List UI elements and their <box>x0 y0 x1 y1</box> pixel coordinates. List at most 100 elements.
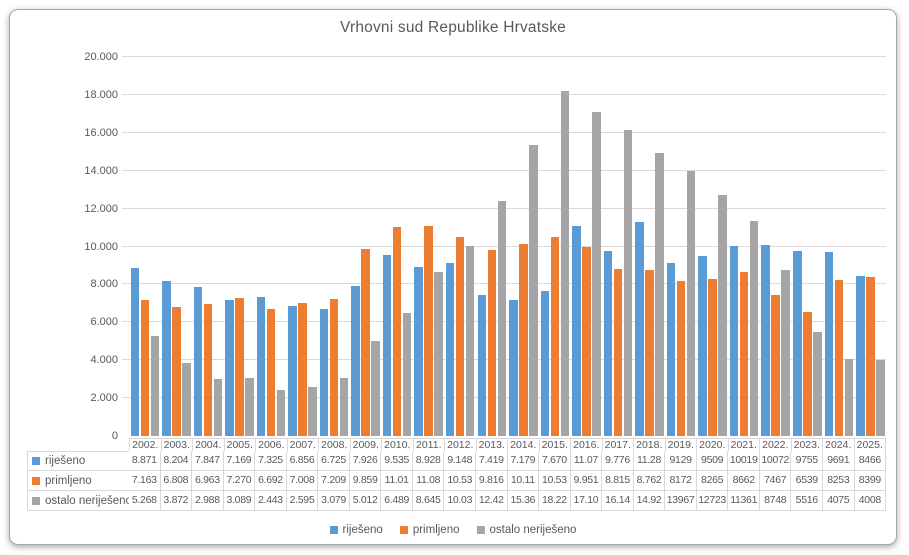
year-header-cell: 2006. <box>256 438 288 451</box>
gridline <box>122 169 886 171</box>
y-tick-label: 16.000 <box>84 126 118 139</box>
value-cell: 9691 <box>823 451 855 471</box>
value-cell: 8748 <box>759 491 792 511</box>
value-cell: 8466 <box>854 451 887 471</box>
year-header-cell: 2009. <box>350 438 382 451</box>
year-header-cell: 2005. <box>224 438 256 451</box>
value-cell: 8253 <box>823 471 855 491</box>
bar <box>351 285 360 436</box>
bar <box>245 377 254 436</box>
bar-group-2017 <box>602 57 634 436</box>
bar-group-2008 <box>318 57 350 436</box>
bar-group-2013 <box>476 57 508 436</box>
gridline <box>122 56 886 57</box>
value-cell: 10072 <box>759 451 792 471</box>
bar <box>718 194 727 436</box>
bar <box>477 295 487 436</box>
bar-group-2009 <box>350 57 382 436</box>
legend-label: primljeno <box>412 524 460 536</box>
year-header-cell: 2023. <box>791 438 823 451</box>
value-cell: 10.53 <box>539 471 571 491</box>
year-header-cell: 2008. <box>319 438 351 451</box>
bar <box>666 263 676 436</box>
bar-group-2015 <box>539 57 571 436</box>
year-header-cell: 2014. <box>508 438 540 451</box>
chart-frame: Vrhovni sud Republike Hrvatske 0 2.000 4.0… <box>9 9 897 545</box>
y-tick-label: 20.000 <box>84 51 118 63</box>
bar <box>361 249 370 436</box>
value-cell: 11.28 <box>633 451 666 471</box>
bar <box>686 171 696 436</box>
bar <box>698 255 707 436</box>
gridline <box>122 131 886 133</box>
bar <box>288 306 297 436</box>
y-tick-label: 4.000 <box>90 354 118 367</box>
table-row: riješeno 8.871 8.204 7.847 7.169 7.325 6.856 6.… <box>27 451 887 471</box>
bar <box>193 287 203 436</box>
value-cell: 9509 <box>696 451 729 471</box>
table-row: ostalo neriješeno 5.268 3.872 2.988 3.089 2.4… <box>27 491 887 511</box>
value-cell: 11.01 <box>381 471 413 491</box>
bar <box>182 362 191 436</box>
bar-group-2025 <box>855 57 887 436</box>
year-header-cell: 2017. <box>602 438 634 451</box>
value-cell: 7.008 <box>286 471 319 491</box>
value-cell: 8172 <box>665 471 697 491</box>
legend-label: ostalo neriješeno <box>489 524 577 536</box>
bar <box>876 360 885 436</box>
bar-group-2002 <box>129 57 161 436</box>
bar <box>276 389 286 436</box>
value-cell: 9.816 <box>476 471 508 491</box>
bar-group-2014 <box>508 57 540 436</box>
year-header-cell: 2020. <box>697 438 729 451</box>
bar-group-2019 <box>665 57 697 436</box>
value-cell: 8.204 <box>160 451 193 471</box>
bar <box>866 276 875 436</box>
value-cell: 5.012 <box>349 491 382 511</box>
value-cell: 9.535 <box>381 451 413 471</box>
bar-group-2021 <box>728 57 760 436</box>
value-cell: 9.951 <box>570 471 603 491</box>
year-header-cell: 2011. <box>413 438 445 451</box>
bar <box>308 386 317 436</box>
bar <box>729 246 739 436</box>
bar <box>329 299 339 436</box>
value-cell: 6.725 <box>318 451 350 471</box>
series-name: primljeno <box>45 474 92 487</box>
bar <box>592 112 601 436</box>
value-cell: 7.926 <box>349 451 382 471</box>
bar <box>162 280 171 436</box>
value-cell: 10.53 <box>444 471 477 491</box>
data-table: 2002. 2003. 2004. 2005. 2006. 2007. 2008. 2009.… <box>27 438 887 511</box>
bar <box>739 271 749 436</box>
series-label-cell: riješeno <box>27 451 129 471</box>
bar <box>793 251 802 436</box>
y-tick-label: 0 <box>111 430 118 442</box>
bar <box>803 312 812 436</box>
value-cell: 6.692 <box>255 471 287 491</box>
bar <box>130 267 140 436</box>
bar <box>455 236 465 436</box>
value-cell: 9129 <box>665 451 697 471</box>
y-axis: 0 2.000 4.000 6.000 8.000 10.000 12.000 14.000 1… <box>10 51 118 442</box>
bar-group-2006 <box>255 57 287 436</box>
chart-title: Vrhovni sud Republike Hrvatske <box>340 19 566 36</box>
bar-group-2004 <box>192 57 224 436</box>
bar <box>392 227 402 436</box>
bar <box>635 222 644 436</box>
bar <box>382 255 392 436</box>
bar <box>519 244 528 436</box>
value-cell: 7.847 <box>192 451 224 471</box>
series-label-cell: ostalo neriješeno <box>27 491 129 511</box>
value-cell: 10019 <box>728 451 760 471</box>
legend-key-icon <box>399 526 408 534</box>
table-row: primljeno 7.163 6.808 6.963 7.270 6.692 7.008 7… <box>27 471 887 491</box>
year-header-cell: 2024. <box>823 438 855 451</box>
bar <box>655 153 664 436</box>
value-cell: 7.169 <box>223 451 256 471</box>
value-cell: 3.089 <box>223 491 256 511</box>
value-cell: 9755 <box>791 451 824 471</box>
value-cell: 16.14 <box>602 491 634 511</box>
bar <box>414 266 423 436</box>
bar <box>761 245 770 436</box>
